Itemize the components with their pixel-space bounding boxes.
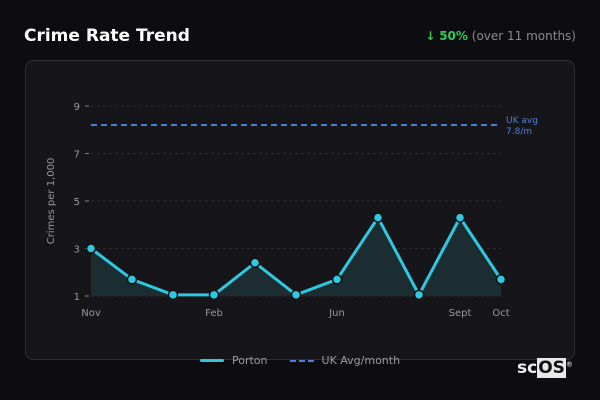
legend-item-uk-avg[interactable]: UK Avg/month (289, 354, 401, 367)
data-point (249, 257, 261, 268)
uk-avg-label: UK avg (506, 116, 538, 126)
y-tick-label: 5 (74, 197, 80, 208)
data-point (85, 243, 97, 254)
data-point (290, 289, 302, 301)
x-tick-label: Oct (492, 308, 509, 319)
legend-swatch-solid (200, 359, 224, 362)
logo: scOS® (517, 358, 573, 378)
legend-label: Porton (232, 354, 268, 367)
data-point (208, 289, 220, 301)
y-tick-label: 7 (74, 150, 80, 161)
data-point (331, 274, 343, 285)
data-point (413, 289, 425, 301)
page-title: Crime Rate Trend (24, 26, 190, 46)
data-point (167, 289, 179, 301)
uk-avg-value: 7.8/m (506, 127, 532, 137)
x-tick-label: Feb (205, 308, 223, 319)
chart-card (25, 60, 575, 360)
trend-percent: 50% (439, 29, 468, 43)
x-tick-label: Nov (81, 308, 101, 319)
y-tick-label: 1 (74, 292, 80, 303)
trend-summary: ↓ 50% (over 11 months) (425, 29, 576, 43)
y-tick-label: 3 (74, 245, 80, 256)
data-point (454, 212, 466, 223)
trend-note: (over 11 months) (471, 29, 576, 43)
x-tick-label: Sept (449, 308, 472, 319)
chart-legend: Porton UK Avg/month (200, 354, 400, 367)
down-arrow-icon: ↓ (425, 29, 436, 43)
legend-swatch-dashed (289, 359, 314, 362)
data-point (372, 212, 384, 223)
legend-item-porton[interactable]: Porton (200, 354, 268, 367)
y-tick-label: 9 (74, 102, 80, 113)
data-point (495, 274, 507, 285)
data-point (126, 274, 138, 285)
x-tick-label: Jun (328, 308, 345, 319)
legend-label: UK Avg/month (321, 354, 401, 367)
area-fill (91, 217, 501, 296)
y-axis-label: Crimes per 1,000 (46, 158, 57, 245)
